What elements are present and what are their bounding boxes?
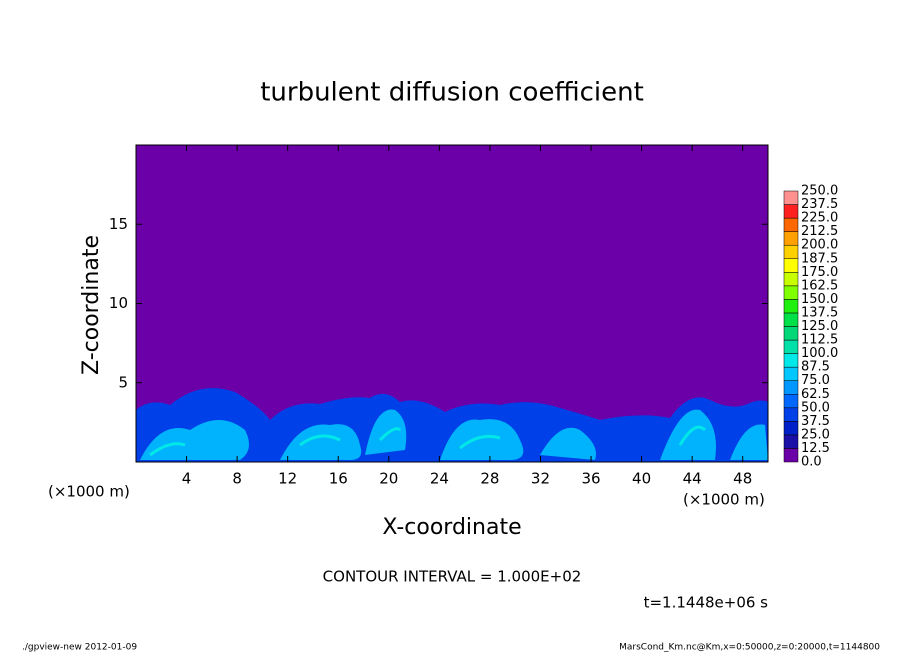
x-tick-label: 8 (232, 470, 242, 488)
colorbar-label: 100.0 (801, 346, 838, 361)
colorbar-box (783, 231, 799, 246)
x-tick-label: 4 (182, 470, 192, 488)
x-tick-label: 40 (632, 470, 651, 488)
x-tick-label: 48 (733, 470, 752, 488)
y-tick-label: 10 (109, 294, 128, 312)
field (136, 145, 768, 462)
colorbar-label: 75.0 (801, 373, 830, 388)
chart-title: turbulent diffusion coefficient (260, 78, 644, 108)
x-tick-label: 16 (329, 470, 348, 488)
colorbar-box (783, 272, 799, 287)
colorbar-label: 37.5 (801, 414, 830, 429)
colorbar-box (783, 190, 799, 205)
x-tick-label: 32 (531, 470, 550, 488)
colorbar-box (783, 326, 799, 341)
x-tick-label: 24 (430, 470, 449, 488)
colorbar-box (783, 339, 799, 354)
colorbar-label: 175.0 (801, 265, 838, 280)
colorbar-label: 225.0 (801, 211, 838, 226)
colorbar-label: 112.5 (801, 333, 838, 348)
x-tick-label: 20 (379, 470, 398, 488)
colorbar-box (783, 366, 799, 381)
y-axis-label: Z-coordinate (79, 235, 104, 375)
colorbar-box (783, 434, 799, 449)
colorbar-box (783, 421, 799, 436)
colorbar-label: 12.5 (801, 441, 830, 456)
turbulent-streak (149, 425, 707, 457)
colorbar-label: 125.0 (801, 319, 838, 334)
colorbar-box (783, 285, 799, 300)
y-tick-label: 15 (109, 215, 128, 233)
colorbar-label: 237.5 (801, 197, 838, 212)
colorbar-label: 25.0 (801, 427, 830, 442)
colorbar-label: 162.5 (801, 278, 838, 293)
y-axis-unit: (×1000 m) (48, 483, 130, 501)
colorbar-box (783, 258, 799, 273)
colorbar-label: 187.5 (801, 251, 838, 266)
turbulent-eddy (140, 409, 768, 460)
colorbar-label: 50.0 (801, 400, 830, 415)
colorbar-box (783, 353, 799, 368)
y-tick-label: 5 (118, 373, 128, 391)
colorbar-label: 212.5 (801, 224, 838, 239)
colorbar-label: 200.0 (801, 238, 838, 253)
colorbar-label: 150.0 (801, 292, 838, 307)
colorbar-label: 87.5 (801, 360, 830, 375)
colorbar-label: 62.5 (801, 387, 830, 402)
colorbar-label: 0.0 (801, 455, 822, 470)
colorbar-label: 250.0 (801, 184, 838, 199)
contour-interval: CONTOUR INTERVAL = 1.000E+02 (323, 568, 582, 586)
x-tick-label: 44 (683, 470, 702, 488)
colorbar-box (783, 380, 799, 395)
footer-right: MarsCond_Km.nc@Km,x=0:50000,z=0:20000,t=… (619, 643, 880, 653)
colorbar-box (783, 394, 799, 409)
footer-left: ./gpview-new 2012-01-09 (22, 643, 137, 653)
x-tick-label: 28 (480, 470, 499, 488)
colorbar-box (783, 244, 799, 259)
colorbar-box (783, 299, 799, 314)
time-label: t=1.1448e+06 s (644, 594, 769, 612)
colorbar-box (783, 204, 799, 219)
colorbar-box (783, 448, 799, 463)
colorbar-box (783, 407, 799, 422)
colorbar-label: 137.5 (801, 305, 838, 320)
x-axis-label: X-coordinate (382, 515, 521, 540)
colorbar-box (783, 217, 799, 232)
x-axis-unit: (×1000 m) (683, 491, 765, 509)
x-tick-label: 36 (581, 470, 600, 488)
colorbar-box (783, 312, 799, 327)
x-tick-label: 12 (278, 470, 297, 488)
